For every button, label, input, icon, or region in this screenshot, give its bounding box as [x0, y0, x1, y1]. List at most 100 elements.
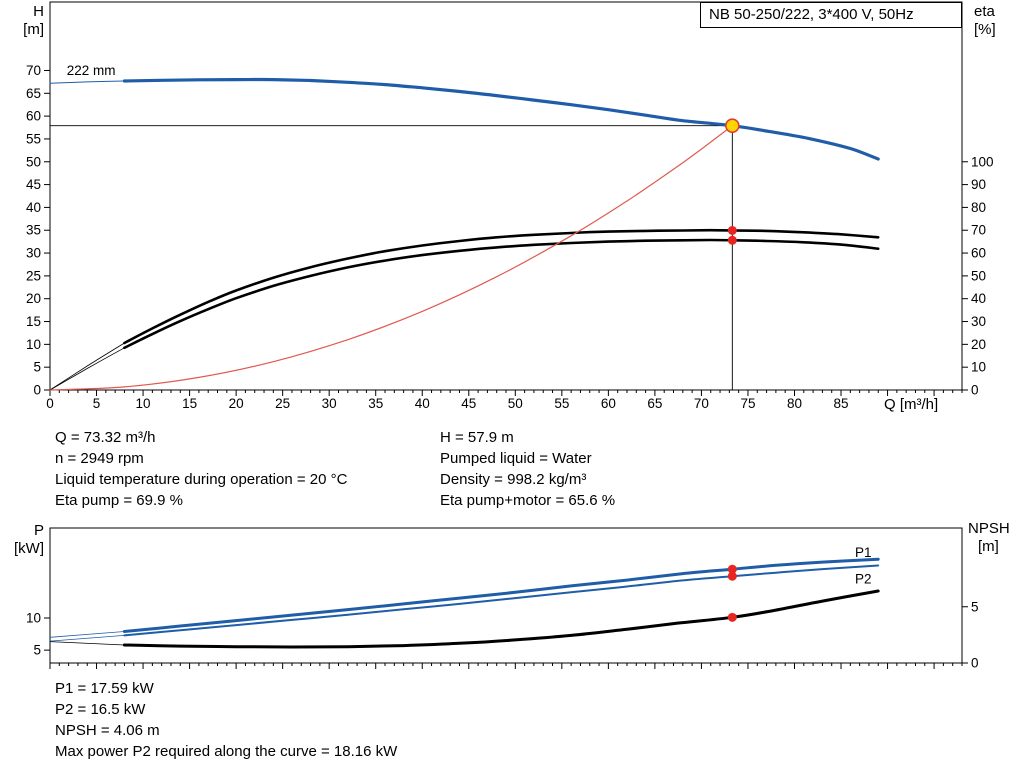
npsh-axis-label: NPSH [m] [968, 520, 1010, 556]
p1-curve-thin [49, 631, 125, 638]
y-left-tick-label: 5 [33, 643, 41, 658]
p1-curve [122, 557, 880, 633]
y-left-tick-label: 35 [26, 223, 41, 238]
x-tick-label: 40 [415, 396, 430, 411]
y-left-tick-label: 20 [26, 291, 41, 306]
eta-pump-thin [49, 342, 125, 391]
x-tick-label: 85 [834, 396, 849, 411]
y-right-tick-label: 50 [971, 268, 986, 283]
eta-pump-motor-thin [49, 347, 125, 391]
y-right-tick-label: 5 [971, 599, 979, 614]
result-p1: P1 = 17.59 kW [55, 680, 154, 697]
y-right-tick-label: 0 [971, 656, 979, 671]
y-left-tick-label: 65 [26, 86, 41, 101]
y-left-tick-label: 5 [33, 360, 41, 375]
head-curve-222mm [122, 77, 880, 161]
head-axis-symbol: H [33, 3, 44, 20]
result-max-power: Max power P2 required along the curve = … [55, 743, 398, 760]
power-axis-unit: [kW] [14, 540, 44, 557]
y-left-tick-label: 70 [26, 63, 41, 78]
result-pumped-liquid: Pumped liquid = Water [440, 450, 592, 467]
x-tick-label: 10 [136, 396, 151, 411]
result-density: Density = 998.2 kg/m³ [440, 471, 587, 488]
duty-results-right-column: H = 57.9 m Pumped liquid = Water Density… [440, 427, 615, 511]
x-tick-label: 35 [368, 396, 383, 411]
npsh-curve-thin [49, 641, 125, 646]
flow-axis-label: Q [m³/h] [884, 396, 939, 413]
power-results-column: P1 = 17.59 kW P2 = 16.5 kW NPSH = 4.06 m… [55, 678, 397, 762]
x-tick-label: 20 [229, 396, 244, 411]
eta-pump-marker [727, 225, 737, 235]
result-liquid-temperature: Liquid temperature during operation = 20… [55, 471, 348, 488]
y-right-tick-label: 70 [971, 223, 986, 238]
pump-model-title: NB 50-250/222, 3*400 V, 50Hz [709, 6, 914, 23]
result-eta-pump: Eta pump = 69.9 % [55, 492, 183, 509]
y-left-tick-label: 40 [26, 200, 41, 215]
x-tick-label: 5 [93, 396, 101, 411]
y-left-tick-label: 60 [26, 109, 41, 124]
y-left-tick-label: 50 [26, 154, 41, 169]
eta-axis-symbol: eta [974, 3, 995, 20]
head-efficiency-chart-frame [49, 1, 963, 391]
x-tick-label: 30 [322, 396, 337, 411]
npsh-axis-symbol: NPSH [968, 520, 1010, 537]
x-tick-label: 55 [554, 396, 569, 411]
power-axis-symbol: P [33, 522, 44, 539]
y-right-tick-label: 80 [971, 200, 986, 215]
impeller-diameter-label: 222 mm [67, 63, 116, 78]
p2-curve [123, 564, 880, 637]
power-npsh-chart-frame [49, 527, 963, 664]
npsh-duty-marker [727, 612, 737, 622]
x-tick-label: 45 [461, 396, 476, 411]
y-right-tick-label: 90 [971, 177, 986, 192]
x-tick-label: 80 [787, 396, 802, 411]
x-tick-label: 60 [601, 396, 616, 411]
y-right-tick-label: 10 [971, 360, 986, 375]
system-curve [49, 125, 733, 391]
eta-pump-motor-marker [727, 235, 737, 245]
result-p2: P2 = 16.5 kW [55, 701, 146, 718]
y-right-tick-label: 60 [971, 246, 986, 261]
y-right-tick-label: 20 [971, 337, 986, 352]
y-right-tick-label: 100 [971, 154, 994, 169]
result-speed: n = 2949 rpm [55, 450, 144, 467]
eta-pump-curve [123, 228, 880, 345]
x-tick-label: 25 [275, 396, 290, 411]
x-tick-label: 75 [740, 396, 755, 411]
y-left-tick-label: 30 [26, 246, 41, 261]
y-left-tick-label: 0 [33, 383, 41, 398]
y-left-tick-label: 10 [26, 611, 41, 626]
p2-curve-label: P2 [855, 571, 872, 586]
eta-pump-motor-curve [123, 238, 880, 350]
x-tick-label: 70 [694, 396, 709, 411]
duty-point-marker [725, 118, 740, 134]
eta-axis-label: eta [%] [974, 3, 996, 39]
p1-duty-marker [727, 564, 737, 574]
npsh-axis-unit: [m] [978, 538, 999, 555]
x-tick-label: 15 [182, 396, 197, 411]
result-head: H = 57.9 m [440, 429, 514, 446]
result-eta-pump-motor: Eta pump+motor = 65.6 % [440, 492, 616, 509]
head-curve-thin [49, 80, 125, 84]
result-flow: Q = 73.32 m³/h [55, 429, 156, 446]
power-npsh-chart: 5 10 0 5 P1 P2 [26, 527, 979, 671]
power-axis-label: P [kW] [2, 522, 44, 558]
y-right-tick-label: 0 [971, 383, 979, 398]
pump-model-box: NB 50-250/222, 3*400 V, 50Hz [700, 2, 962, 28]
head-axis-label: H [m] [2, 3, 44, 39]
duty-results-left-column: Q = 73.32 m³/h n = 2949 rpm Liquid tempe… [55, 427, 347, 511]
p1-curve-label: P1 [855, 545, 872, 560]
npsh-curve [122, 589, 880, 649]
eta-axis-unit: [%] [974, 21, 996, 38]
y-left-tick-label: 45 [26, 177, 41, 192]
y-right-tick-label: 40 [971, 291, 986, 306]
p2-curve-thin [49, 635, 125, 642]
y-left-tick-label: 25 [26, 268, 41, 283]
x-tick-label: 50 [508, 396, 523, 411]
head-efficiency-chart: 0 5 10 15 20 25 30 35 40 45 50 55 60 65 70 75 80 85 0 5 10 15… [26, 1, 994, 411]
y-left-tick-label: 15 [26, 314, 41, 329]
x-tick-label: 0 [46, 396, 54, 411]
head-axis-unit: [m] [23, 21, 44, 38]
result-npsh: NPSH = 4.06 m [55, 722, 160, 739]
